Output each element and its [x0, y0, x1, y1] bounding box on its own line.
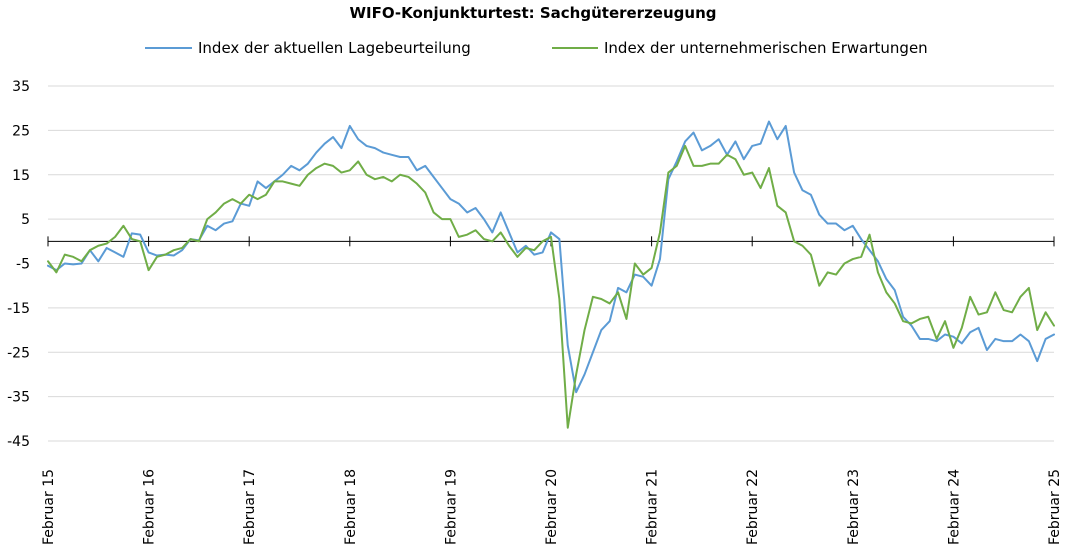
y-tick-label: 5 [21, 212, 30, 228]
y-tick-label: -25 [7, 345, 30, 361]
chart-title: WIFO-Konjunkturtest: Sachgütererzeugung [350, 4, 717, 22]
x-tick-label: Februar 22 [745, 469, 761, 545]
gridlines [48, 85, 1054, 442]
y-tick-label: -5 [16, 257, 30, 273]
x-tick-label: Februar 17 [242, 469, 258, 545]
x-tick-label: Februar 23 [846, 469, 862, 545]
x-axis-ticks: Februar 15 Februar 16 Februar 17 Februar 18… [41, 236, 1063, 545]
x-tick-label: Februar 16 [142, 469, 158, 545]
x-tick-label: Februar 24 [946, 469, 962, 545]
legend-label-erwartungen: Index der unternehmerischen Erwartungen [604, 39, 928, 57]
series-lines [47, 120, 1055, 429]
x-tick-label: Februar 18 [343, 469, 359, 545]
legend: Index der aktuellen Lagebeurteilung Inde… [145, 39, 928, 57]
x-tick-label: Februar 15 [41, 469, 57, 545]
x-tick-label: Februar 19 [443, 469, 459, 545]
y-tick-label: 35 [12, 79, 30, 95]
x-tick-label: Februar 25 [1047, 469, 1063, 545]
y-tick-label: -15 [7, 301, 30, 317]
y-tick-label: -45 [7, 434, 30, 450]
y-axis-ticks: 35 25 15 5 -5 -15 -25 -35 -45 [7, 79, 30, 450]
x-tick-label: Februar 20 [544, 469, 560, 545]
y-tick-label: -35 [7, 390, 30, 406]
series-line-erwartungen [47, 144, 1055, 429]
series-line-lage [47, 120, 1055, 394]
y-tick-label: 15 [12, 168, 30, 184]
legend-label-lage: Index der aktuellen Lagebeurteilung [198, 39, 471, 57]
x-tick-label: Februar 21 [645, 469, 661, 545]
y-tick-label: 25 [12, 123, 30, 139]
